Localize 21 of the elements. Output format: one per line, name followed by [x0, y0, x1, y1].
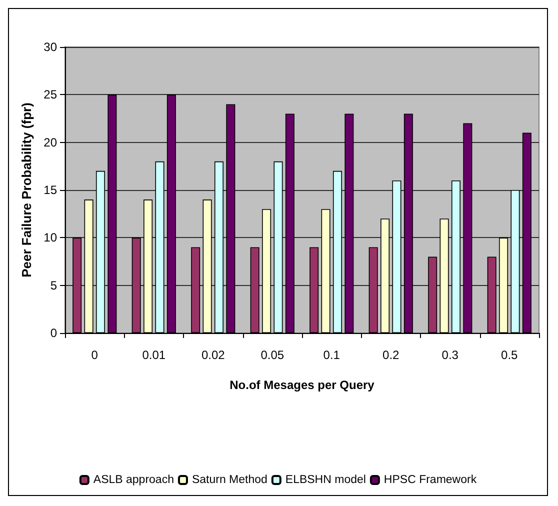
x-tick-label: 0.05	[260, 348, 284, 362]
x-axis-title: No.of Mesages per Query	[230, 378, 375, 392]
x-tick-label: 0.02	[201, 348, 226, 362]
y-tick-label: 5	[50, 278, 58, 292]
legend-label: ASLB approach	[93, 474, 174, 486]
y-tick-label: 15	[44, 183, 58, 197]
y-tick-label: 25	[44, 88, 58, 102]
x-tick-label: 0.5	[501, 348, 518, 362]
legend-label: Saturn Method	[192, 474, 268, 486]
y-tick-label: 0	[50, 326, 58, 340]
x-tick-label: 0.2	[382, 348, 400, 362]
y-axis-title: Peer Failure Probability (fpr)	[18, 102, 34, 278]
y-tick-label: 30	[44, 40, 58, 54]
legend-label: ELBSHN model	[285, 474, 366, 486]
legend-label: HPSC Framework	[384, 474, 477, 486]
x-tick-label: 0.3	[442, 348, 459, 362]
x-tick-label: 0.01	[142, 348, 166, 362]
y-tick-label: 10	[44, 230, 58, 245]
x-tick-label: 0.1	[323, 348, 340, 362]
y-tick-label: 20	[44, 135, 58, 150]
x-tick-label: 0	[91, 348, 98, 362]
